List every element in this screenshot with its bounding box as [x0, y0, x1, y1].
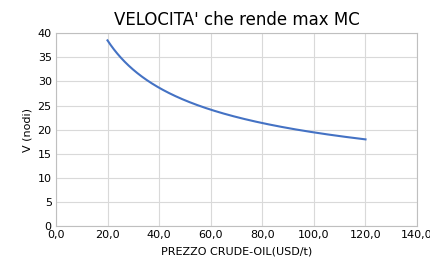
Y-axis label: V (nodi): V (nodi) [22, 108, 32, 152]
X-axis label: PREZZO CRUDE-OIL(USD/t): PREZZO CRUDE-OIL(USD/t) [161, 246, 312, 256]
Title: VELOCITA' che rende max MC: VELOCITA' che rende max MC [114, 11, 359, 29]
